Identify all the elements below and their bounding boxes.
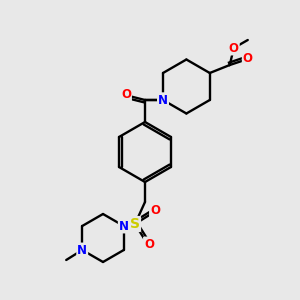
Text: S: S <box>130 217 140 231</box>
Text: N: N <box>77 244 87 256</box>
Text: O: O <box>144 238 154 250</box>
Text: O: O <box>243 52 253 65</box>
Text: N: N <box>119 220 129 232</box>
Text: O: O <box>121 88 131 101</box>
Text: O: O <box>229 41 239 55</box>
Text: N: N <box>158 94 168 106</box>
Text: N: N <box>158 94 168 106</box>
Text: O: O <box>150 205 160 218</box>
